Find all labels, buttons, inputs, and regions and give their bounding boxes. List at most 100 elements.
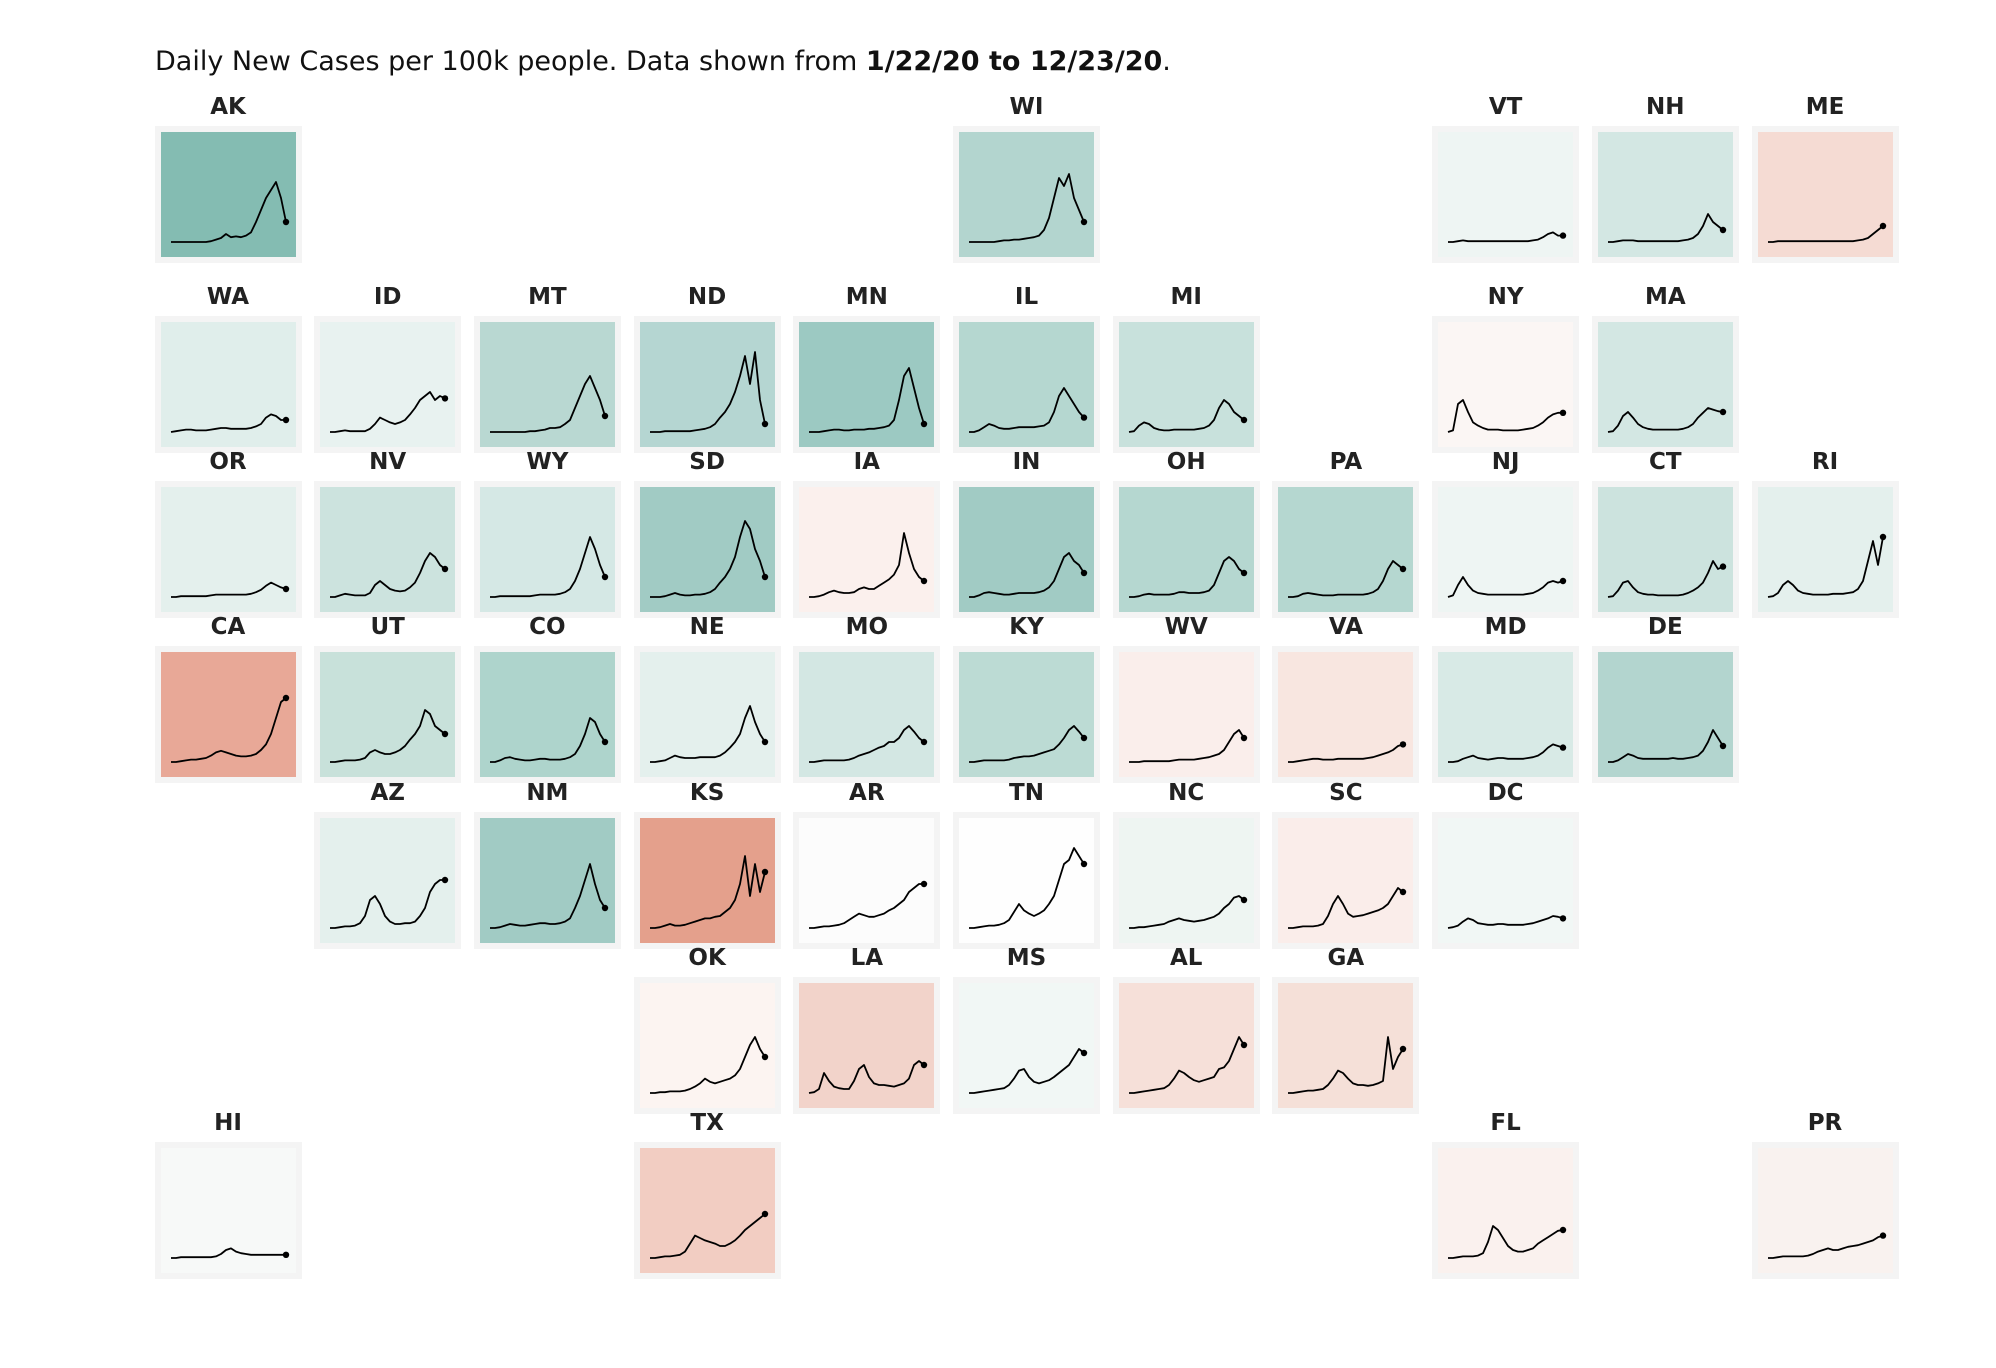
tile-background bbox=[639, 982, 775, 1108]
endpoint-marker-ky bbox=[1080, 735, 1088, 742]
endpoint-marker-dc bbox=[1559, 914, 1567, 922]
state-tile-wv bbox=[1112, 646, 1260, 784]
endpoint-marker-ak bbox=[282, 218, 289, 226]
state-tile-in bbox=[953, 481, 1100, 619]
state-label-or: OR bbox=[209, 449, 247, 476]
state-label-fl: FL bbox=[1490, 1110, 1521, 1136]
state-label-dc: DC bbox=[1487, 779, 1524, 806]
sparkline-ma bbox=[1607, 407, 1726, 433]
tile-background bbox=[1438, 132, 1574, 257]
endpoint-marker-ny bbox=[1559, 409, 1567, 416]
tile-background bbox=[320, 487, 456, 613]
state-tile-tn bbox=[953, 811, 1100, 949]
sparkline-wv bbox=[1128, 729, 1247, 764]
endpoint-marker-tx bbox=[761, 1210, 768, 1218]
series-line-ak bbox=[170, 181, 287, 243]
sparkline-nc bbox=[1128, 894, 1247, 929]
sparkline-id bbox=[330, 391, 449, 433]
state-tile-wa bbox=[154, 316, 302, 453]
series-line-nm bbox=[489, 862, 606, 929]
sparkline-hi bbox=[170, 1247, 289, 1259]
endpoint-marker-ut bbox=[441, 731, 449, 738]
state-label-nj: NJ bbox=[1491, 449, 1520, 476]
series-line-wi bbox=[969, 173, 1085, 243]
state-label-wa: WA bbox=[206, 284, 250, 310]
series-line-vt bbox=[1448, 231, 1564, 243]
sparkline-ia bbox=[809, 532, 928, 599]
tile-background bbox=[479, 487, 615, 613]
endpoint-marker-ga bbox=[1400, 1045, 1407, 1052]
series-line-va bbox=[1288, 743, 1404, 764]
series-line-ms bbox=[969, 1047, 1085, 1094]
state-tile-ak bbox=[154, 126, 302, 263]
series-line-nd bbox=[649, 351, 766, 433]
state-tile-az bbox=[314, 811, 462, 949]
sparkline-ga bbox=[1288, 1035, 1407, 1094]
tile-background bbox=[959, 817, 1094, 943]
state-tile-ok bbox=[633, 976, 781, 1114]
sparkline-nv bbox=[330, 552, 449, 599]
endpoint-marker-id bbox=[441, 395, 449, 402]
series-line-nc bbox=[1128, 894, 1245, 929]
endpoint-marker-ok bbox=[761, 1053, 768, 1060]
tile-background bbox=[1278, 487, 1414, 613]
endpoint-marker-in bbox=[1080, 569, 1088, 577]
endpoint-marker-ri bbox=[1879, 533, 1886, 541]
series-line-de bbox=[1607, 729, 1724, 764]
tile-background bbox=[160, 1148, 296, 1273]
sparkline-mn bbox=[809, 367, 928, 433]
endpoint-marker-wa bbox=[282, 416, 289, 424]
state-tile-mi bbox=[1112, 316, 1260, 453]
tile-background bbox=[799, 487, 935, 613]
series-line-nh bbox=[1607, 213, 1724, 243]
sparkline-ri bbox=[1767, 533, 1886, 599]
sparkline-ks bbox=[649, 854, 768, 929]
endpoint-marker-mi bbox=[1240, 416, 1247, 424]
state-tile-ms bbox=[953, 976, 1100, 1114]
series-line-ne bbox=[649, 705, 766, 764]
state-tile-vt bbox=[1432, 126, 1580, 263]
sparkline-ut bbox=[330, 709, 449, 764]
endpoint-marker-wv bbox=[1240, 735, 1247, 742]
state-label-mo: MO bbox=[845, 614, 889, 641]
series-line-dc bbox=[1447, 914, 1564, 929]
state-tile-sc bbox=[1272, 811, 1420, 949]
sparkline-ak bbox=[170, 181, 289, 243]
endpoint-marker-il bbox=[1080, 414, 1088, 421]
endpoint-marker-ia bbox=[921, 577, 928, 585]
state-tile-ma bbox=[1591, 316, 1739, 453]
series-line-ga bbox=[1288, 1035, 1405, 1094]
tile-background bbox=[1597, 487, 1733, 613]
sparkline-pa bbox=[1288, 560, 1407, 599]
endpoint-marker-ks bbox=[761, 868, 768, 875]
state-tile-ky bbox=[953, 646, 1100, 784]
title-prefix: Daily New Cases per 100k people. Data sh… bbox=[155, 46, 866, 77]
state-label-ut: UT bbox=[370, 614, 405, 641]
state-tile-nh bbox=[1591, 126, 1739, 263]
series-line-wv bbox=[1128, 729, 1245, 764]
state-tile-ca bbox=[154, 646, 302, 784]
endpoint-marker-la bbox=[921, 1061, 928, 1068]
series-line-tn bbox=[969, 846, 1085, 929]
series-line-me bbox=[1767, 225, 1884, 243]
state-tile-la bbox=[793, 976, 941, 1114]
series-line-sc bbox=[1288, 886, 1404, 929]
state-label-mi: MI bbox=[1170, 284, 1202, 310]
state-tile-wi bbox=[953, 126, 1100, 263]
sparkline-pr bbox=[1767, 1232, 1886, 1259]
endpoint-marker-hi bbox=[282, 1251, 289, 1258]
state-label-me: ME bbox=[1805, 94, 1845, 120]
endpoint-marker-az bbox=[441, 876, 449, 883]
tile-background bbox=[1118, 982, 1254, 1108]
series-line-ct bbox=[1607, 560, 1724, 599]
series-line-ca bbox=[170, 697, 287, 764]
state-label-vt: VT bbox=[1488, 94, 1523, 120]
state-tile-ga bbox=[1272, 976, 1420, 1114]
state-label-nh: NH bbox=[1646, 94, 1685, 120]
series-line-oh bbox=[1128, 556, 1245, 599]
tile-background bbox=[1118, 652, 1254, 778]
sparkline-oh bbox=[1128, 556, 1247, 599]
sparkline-wy bbox=[489, 536, 609, 599]
tile-background bbox=[479, 652, 615, 778]
tile-background bbox=[639, 1148, 775, 1273]
